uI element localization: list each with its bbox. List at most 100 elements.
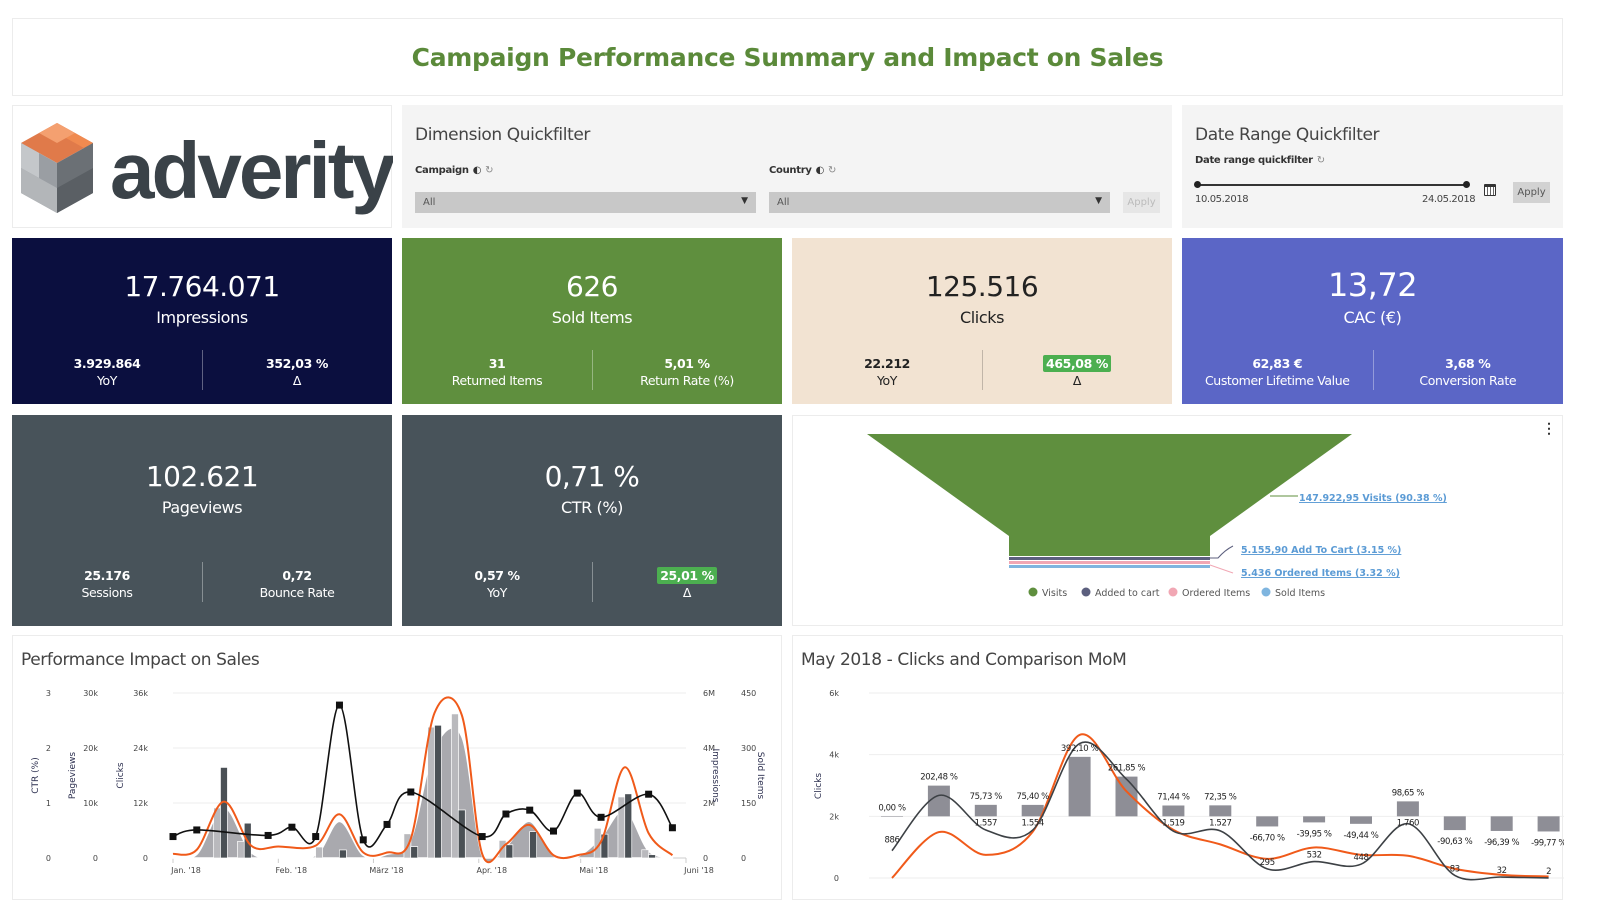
series-sold-items-bar (410, 846, 419, 859)
axis-tick-label: 0 (46, 854, 51, 863)
funnel-label-add-to-cart[interactable]: 5.155,90 Add To Cart (3.15 %) (1241, 545, 1401, 556)
mom-pct-label: 0,00 % (878, 803, 906, 813)
legend-label: Ordered Items (1182, 588, 1250, 599)
date-range-start-handle[interactable] (1194, 181, 1201, 188)
kpi-sub-label: Returned Items (451, 373, 543, 388)
mom-pct-label: 71,44 % (1157, 792, 1190, 802)
mom-bar (1162, 805, 1185, 817)
kpi-sub-label: Return Rate (%) (640, 373, 734, 388)
kpi-sub-value: 0,57 % (474, 568, 520, 583)
kpi-divider (592, 350, 593, 390)
mom-bar (1115, 776, 1138, 817)
kpi-card-clicks: 125.516 Clicks 22.212 YoY 465,08 % Δ (792, 238, 1172, 404)
logo-panel: adverity (12, 105, 399, 228)
mom-pct-label: 202,48 % (920, 773, 958, 783)
axis-title: Impressions (710, 749, 720, 803)
series-ctr-marker (264, 831, 272, 839)
mom-pct-label: 392,10 % (1061, 744, 1099, 754)
clicks-value-label: 32 (1497, 866, 1507, 876)
series-ctr-marker (335, 701, 343, 709)
clicks-value-label: 886 (884, 836, 899, 846)
axis-tick-label: 0 (703, 854, 708, 863)
clicks-value-label: 1.519 (1162, 818, 1184, 828)
mom-bar (1303, 816, 1326, 823)
funnel-segment-added-to-cart[interactable] (1009, 557, 1210, 560)
kpi-sub-label: YoY (96, 373, 118, 388)
mom-pct-label: -99,77 % (1531, 838, 1564, 848)
reset-icon[interactable]: ↻ (1316, 155, 1325, 166)
reset-icon[interactable]: ↻ (828, 165, 837, 176)
series-ctr-marker (383, 820, 391, 828)
kpi-sub-label: Δ (1072, 373, 1082, 388)
kpi-sub-label: YoY (876, 373, 898, 388)
series-ctr-marker (407, 788, 415, 796)
series-ctr-marker (573, 789, 581, 797)
mom-bar (974, 804, 997, 817)
mom-bar (1068, 756, 1091, 817)
leader-line (1209, 564, 1234, 574)
y-tick-label: 0 (834, 874, 839, 883)
funnel-segment-ordered-items[interactable] (1009, 561, 1210, 564)
country-select[interactable]: All ▼ (769, 192, 1110, 213)
x-tick-label: Jan. '18 (170, 866, 201, 875)
series-ctr-marker (359, 836, 367, 844)
dimension-filter-title: Dimension Quickfilter (415, 125, 590, 145)
country-select-value: All (777, 197, 790, 208)
clicks-value-label: 1.760 (1397, 818, 1419, 828)
date-range-slider-track[interactable] (1197, 184, 1467, 186)
kpi-value: 17.764.071 (124, 270, 280, 303)
axis-title: CTR (%) (31, 757, 41, 793)
kpi-value: 0,71 % (544, 460, 640, 493)
campaign-select[interactable]: All ▼ (415, 192, 756, 213)
contrast-toggle-icon[interactable]: ◐ (815, 165, 825, 176)
kpi-sub-label: Bounce Rate (259, 585, 335, 600)
mom-pct-label: -66,70 % (1250, 833, 1285, 843)
mom-bar (1396, 801, 1419, 817)
mom-bar (927, 785, 950, 817)
axis-tick-label: 20k (83, 744, 98, 753)
performance-chart-title: Performance Impact on Sales (21, 650, 260, 670)
kpi-card-impressions: 17.764.071 Impressions 3.929.864 YoY 352… (12, 238, 392, 404)
kpi-sub-stat: 22.212 YoY (792, 355, 982, 389)
date-filter-title: Date Range Quickfilter (1195, 125, 1380, 145)
dimension-apply-button[interactable]: Apply (1123, 192, 1160, 213)
reset-icon[interactable]: ↻ (485, 165, 494, 176)
axis-tick-label: 0 (93, 854, 98, 863)
kpi-sub-stat: 465,08 % Δ (982, 355, 1172, 389)
kebab-menu-icon[interactable]: ⋮ (1542, 420, 1556, 436)
series-ctr-marker (193, 826, 201, 834)
kpi-card-ctr: 0,71 % CTR (%) 0,57 % YoY 25,01 % Δ (402, 415, 782, 626)
funnel-segment-sold-items[interactable] (1009, 565, 1210, 568)
kpi-sub-label: Δ (292, 373, 302, 388)
x-tick-label: März '18 (369, 866, 403, 875)
axis-tick-label: 0 (741, 854, 746, 863)
kpi-sub-value: 3,68 % (1445, 356, 1491, 371)
funnel-label-visits[interactable]: 147.922,95 Visits (90.38 %) (1299, 493, 1447, 504)
x-tick-label: Feb. '18 (275, 866, 307, 875)
series-sold-items-bar (505, 844, 514, 859)
page-title: Campaign Performance Summary and Impact … (411, 42, 1164, 72)
mom-pct-label: 72,35 % (1204, 792, 1237, 802)
contrast-toggle-icon[interactable]: ◐ (472, 165, 482, 176)
clicks-line (891, 741, 1549, 881)
kpi-value: 125.516 (925, 270, 1039, 303)
axis-title: Pageviews (68, 752, 78, 800)
series-pageviews-bar (641, 849, 650, 859)
kpi-divider (1372, 350, 1374, 390)
mom-pct-label: 98,65 % (1392, 788, 1425, 798)
country-filter-label: Country ◐ ↻ (769, 165, 836, 176)
mom-bar (1537, 816, 1560, 832)
kpi-sub-value: 465,08 % (1043, 355, 1111, 372)
date-apply-button[interactable]: Apply (1513, 182, 1550, 203)
series-pageviews-bar (213, 807, 222, 859)
kpi-value: 13,72 (1327, 266, 1418, 304)
funnel-label-ordered-items[interactable]: 5.436 Ordered Items (3.32 %) (1241, 568, 1400, 579)
funnel-segment-visits[interactable] (867, 434, 1352, 556)
date-range-end-handle[interactable] (1463, 181, 1470, 188)
kpi-value: 626 (566, 270, 618, 303)
kpi-sub-stat: 31 Returned Items (402, 355, 592, 389)
mom-bar (1443, 816, 1466, 831)
calendar-icon[interactable] (1484, 184, 1496, 196)
clicks-value-label: 448 (1353, 853, 1368, 863)
kpi-sub-label: YoY (486, 585, 508, 600)
